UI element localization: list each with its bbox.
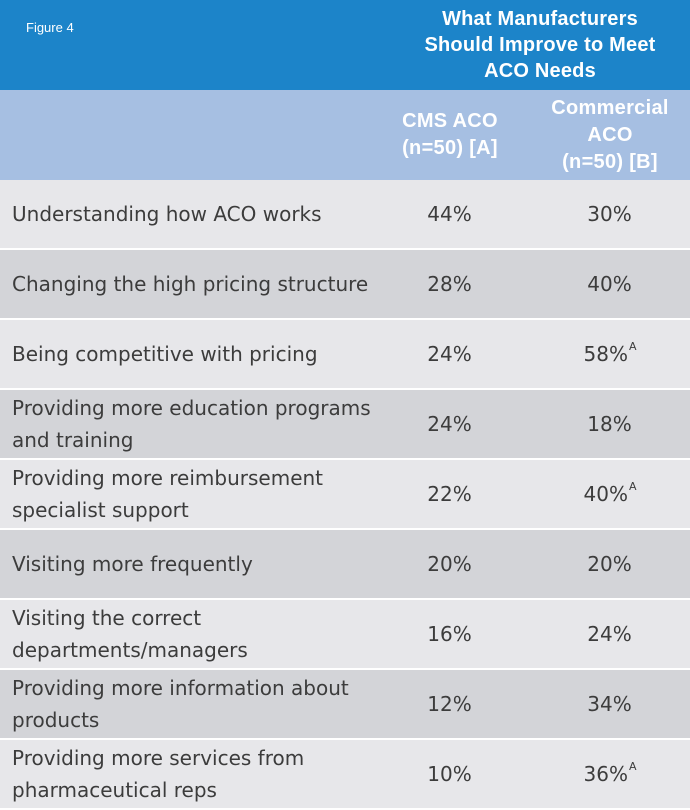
column-header-line: ACO [587, 124, 633, 146]
cell-cms-aco: 12% [382, 670, 518, 738]
row-label: Providing more services from pharmaceuti… [12, 746, 305, 802]
row-label: Understanding how ACO works [12, 202, 322, 226]
row-label: Providing more information about product… [12, 676, 349, 732]
cell-value: 12% [427, 692, 472, 716]
table-row: Providing more reimbursement specialist … [0, 460, 690, 530]
cell-value: 36% [583, 762, 628, 786]
row-label: Visiting the correct departments/manager… [12, 606, 248, 662]
chart-title-line: What Manufacturers [442, 8, 638, 30]
chart-title-line: Should Improve to Meet [424, 34, 656, 56]
cell-cms-aco: 22% [382, 460, 518, 528]
cell-value: 40% [587, 272, 632, 296]
cell-cms-aco: 28% [382, 250, 518, 318]
column-header-line: (n=50) [A] [402, 137, 498, 159]
cell-value: 28% [427, 272, 472, 296]
cell-cms-aco: 24% [382, 320, 518, 388]
chart-title: What Manufacturers Should Improve to Mee… [390, 6, 690, 84]
column-header-commercial-aco: Commercial ACO (n=50) [B] [530, 95, 690, 176]
cell-value: 44% [427, 202, 472, 226]
cell-value: 24% [427, 412, 472, 436]
cell-value: 18% [587, 412, 632, 436]
cell-commercial-aco: 40% [530, 250, 690, 318]
cell-commercial-aco: 36% A [530, 740, 690, 808]
column-header-cms-aco: CMS ACO (n=50) [A] [382, 108, 518, 162]
row-label: Changing the high pricing structure [12, 272, 369, 296]
column-header-line: CMS ACO [402, 110, 498, 132]
table-row: Understanding how ACO works 44% 30% [0, 180, 690, 250]
row-label: Being competitive with pricing [12, 342, 318, 366]
cell-cms-aco: 24% [382, 390, 518, 458]
significance-marker: A [628, 339, 637, 353]
table-row: Providing more education programs and tr… [0, 390, 690, 460]
cell-value: 10% [427, 762, 472, 786]
cell-cms-aco: 20% [382, 530, 518, 598]
chart-title-line: ACO Needs [484, 60, 596, 82]
table-row: Changing the high pricing structure 28% 40… [0, 250, 690, 320]
column-header-line: (n=50) [B] [562, 151, 658, 173]
row-label: Providing more reimbursement specialist … [12, 466, 324, 522]
cell-value: 24% [427, 342, 472, 366]
table-row: Providing more information about product… [0, 670, 690, 740]
significance-marker: A [628, 759, 637, 773]
cell-cms-aco: 44% [382, 180, 518, 248]
cell-cms-aco: 10% [382, 740, 518, 808]
cell-value: 20% [587, 552, 632, 576]
column-header-band [0, 90, 690, 180]
cell-commercial-aco: 40% A [530, 460, 690, 528]
cell-value: 34% [587, 692, 632, 716]
cell-commercial-aco: 30% [530, 180, 690, 248]
column-header-line: Commercial [551, 97, 669, 119]
cell-commercial-aco: 18% [530, 390, 690, 458]
figure-label: Figure 4 [26, 20, 74, 35]
title-band [0, 0, 690, 90]
significance-marker: A [628, 479, 637, 493]
cell-value: 40% [583, 482, 628, 506]
row-label: Providing more education programs and tr… [12, 396, 371, 452]
cell-value: 24% [587, 622, 632, 646]
cell-commercial-aco: 24% [530, 600, 690, 668]
cell-commercial-aco: 58% A [530, 320, 690, 388]
table-row: Visiting the correct departments/manager… [0, 600, 690, 670]
cell-value: 58% [583, 342, 628, 366]
cell-value: 30% [587, 202, 632, 226]
cell-value: 16% [427, 622, 472, 646]
cell-commercial-aco: 34% [530, 670, 690, 738]
table-row: Providing more services from pharmaceuti… [0, 740, 690, 810]
cell-value: 22% [427, 482, 472, 506]
row-label: Visiting more frequently [12, 552, 253, 576]
cell-cms-aco: 16% [382, 600, 518, 668]
table-row: Visiting more frequently 20% 20% [0, 530, 690, 600]
cell-commercial-aco: 20% [530, 530, 690, 598]
table-row: Being competitive with pricing 24% 58% A [0, 320, 690, 390]
cell-value: 20% [427, 552, 472, 576]
